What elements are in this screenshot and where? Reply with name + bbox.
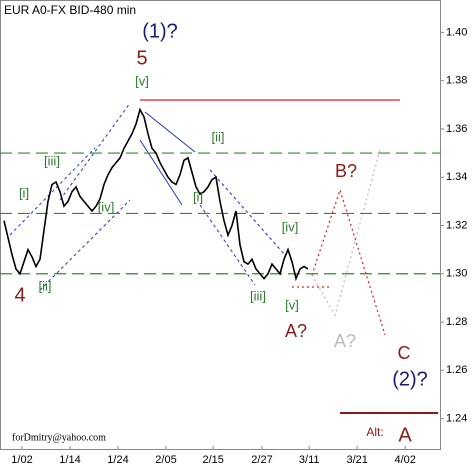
annotation: C <box>398 343 411 363</box>
x-tick-label: 1/24 <box>107 454 128 466</box>
plot-frame <box>0 0 441 450</box>
channel-line <box>59 102 131 201</box>
x-tick-label: 3/21 <box>346 454 367 466</box>
annotation: A? <box>285 321 307 341</box>
y-tick-label: 1.30 <box>446 268 467 280</box>
chart-title: EUR A0-FX BID-480 min <box>4 3 136 17</box>
annotation: (2)? <box>392 368 428 390</box>
forecast-path <box>311 188 386 336</box>
annotation: [iv] <box>282 219 299 234</box>
channels <box>9 102 286 291</box>
price-line <box>3 107 309 282</box>
guide-line <box>139 139 183 206</box>
annotation: [iv] <box>98 199 115 214</box>
annotation: B? <box>335 161 357 181</box>
x-tick-label: 3/11 <box>299 454 320 466</box>
annotation: Alt: <box>366 425 383 439</box>
channel-line <box>9 147 96 236</box>
y-tick-label: 1.26 <box>446 364 467 376</box>
annotation: A <box>398 424 412 446</box>
y-tick-label: 1.36 <box>446 123 467 135</box>
annotation: [ii] <box>212 129 225 144</box>
y-tick-label: 1.32 <box>446 219 467 231</box>
annotation: [ii] <box>39 278 52 293</box>
annotation: A? <box>334 331 356 351</box>
x-tick-label: 2/15 <box>202 454 223 466</box>
x-tick-label: 4/02 <box>394 454 415 466</box>
annotation: (1)? <box>142 20 178 42</box>
y-tick-label: 1.28 <box>446 316 467 328</box>
annotation: [v] <box>285 297 299 312</box>
y-tick-label: 1.40 <box>446 26 467 38</box>
y-tick-label: 1.38 <box>446 75 467 87</box>
credit: forDmitry@yahoo.com <box>12 432 106 443</box>
x-tick-label: 1/02 <box>11 454 32 466</box>
y-tick-label: 1.34 <box>446 171 467 183</box>
y-tick-label: 1.24 <box>446 413 467 425</box>
annotation: [i] <box>193 189 203 204</box>
x-tick-label: 1/14 <box>59 454 80 466</box>
annotation: 5 <box>136 47 147 69</box>
annotation: [i] <box>19 185 29 200</box>
channel-line <box>199 204 256 286</box>
forecast <box>292 149 386 336</box>
annotation: 4 <box>14 284 25 306</box>
x-tick-label: 2/27 <box>251 454 272 466</box>
forecast-path-alt <box>311 149 381 317</box>
channel-line <box>209 169 286 256</box>
annotation: [iii] <box>250 288 266 303</box>
annotation: [iii] <box>44 153 60 168</box>
guide-line <box>144 111 196 153</box>
annotation: [v] <box>135 73 149 88</box>
x-tick-label: 2/05 <box>155 454 176 466</box>
